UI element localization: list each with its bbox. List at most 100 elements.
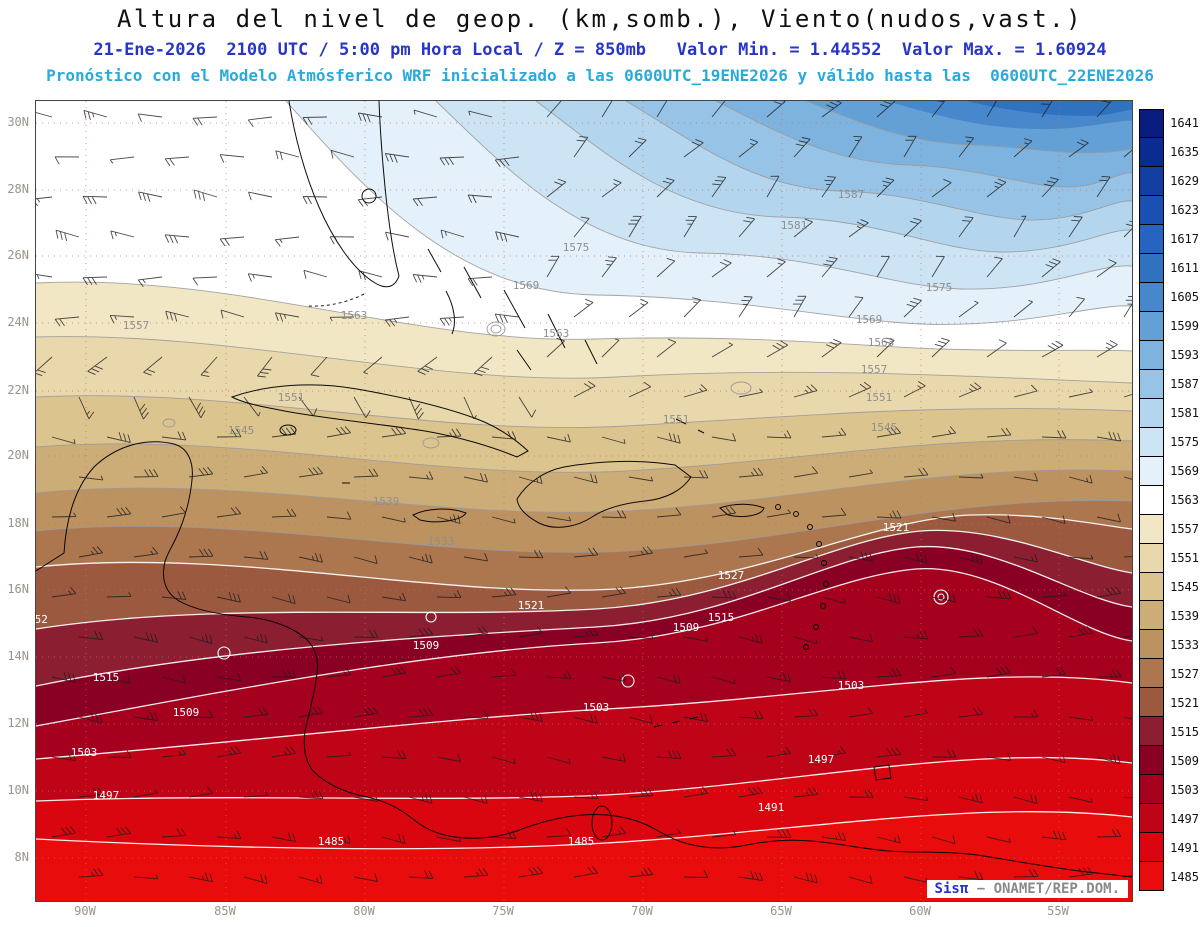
colorbar-row: 1605: [1139, 282, 1199, 312]
colorbar-swatch: [1139, 166, 1165, 196]
svg-text:1569: 1569: [856, 313, 883, 326]
colorbar-row: 1617: [1139, 224, 1199, 254]
colorbar-swatch: [1139, 109, 1165, 138]
lat-tick-label: 30N: [7, 115, 29, 129]
colorbar-label: 1617: [1170, 232, 1199, 247]
wind-barbs: [36, 101, 1132, 885]
colorbar-swatch: [1139, 804, 1165, 834]
contour-line-1599: [805, 101, 1132, 154]
colorbar-row: 1527: [1139, 659, 1199, 689]
colorbar-swatch: [1139, 659, 1165, 689]
lat-tick-label: 22N: [7, 383, 29, 397]
colorbar-swatch: [1139, 862, 1165, 892]
colorbar-row: 1503: [1139, 775, 1199, 805]
colorbar-swatch: [1139, 195, 1165, 225]
svg-text:1575: 1575: [563, 241, 590, 254]
lat-tick-label: 26N: [7, 248, 29, 262]
lon-tick-label: 75W: [492, 904, 514, 918]
contour-labels: 1557 1551 1563 1563 1569 1575 1581 1587 1569 1575…: [36, 188, 952, 848]
contour-line-1563: [36, 281, 1132, 352]
lat-tick-label: 20N: [7, 448, 29, 462]
contour-line-1569: [285, 101, 1132, 325]
contour-line-1575: [435, 101, 1132, 290]
colorbar-label: 1575: [1170, 435, 1199, 450]
colorbar-label: 1587: [1170, 377, 1199, 392]
svg-text:1515: 1515: [708, 611, 735, 624]
colorbar-row: 1599: [1139, 311, 1199, 341]
colorbar-label: 1635: [1170, 145, 1199, 160]
contour-line-1587: [625, 101, 1132, 221]
colorbar-row: 1593: [1139, 340, 1199, 370]
svg-text:1503: 1503: [583, 701, 610, 714]
coastline-jamaica: [412, 508, 467, 523]
coastline-cuba: [230, 384, 529, 458]
contour-line-1551: [36, 395, 1132, 428]
lat-tick-label: 14N: [7, 649, 29, 663]
colorbar-swatch: [1139, 253, 1165, 283]
lat-tick-label: 10N: [7, 783, 29, 797]
colorbar-swatch: [1139, 427, 1165, 457]
lon-tick-label: 60W: [909, 904, 931, 918]
lon-axis: 90W 85W 80W 75W 70W 65W 60W 55W: [35, 904, 1131, 922]
colorbar-row: 1533: [1139, 630, 1199, 660]
svg-text:1587: 1587: [838, 188, 865, 201]
svg-text:1563: 1563: [543, 327, 570, 340]
colorbar-label: 1641: [1170, 116, 1199, 131]
colorbar-swatch: [1139, 340, 1165, 370]
lon-tick-label: 70W: [631, 904, 653, 918]
svg-text:152: 152: [36, 613, 48, 626]
svg-text:1509: 1509: [413, 639, 440, 652]
colorbar-swatch: [1139, 456, 1165, 486]
svg-text:1521: 1521: [518, 599, 545, 612]
contour-line-1533: [36, 500, 1132, 553]
colorbar-label: 1593: [1170, 348, 1199, 363]
contour-line-1557: [36, 336, 1132, 384]
svg-text:1509: 1509: [673, 621, 700, 634]
svg-text:1485: 1485: [568, 835, 595, 848]
colorbar-label: 1557: [1170, 522, 1199, 537]
svg-text:1497: 1497: [808, 753, 835, 766]
colorbar-swatch: [1139, 630, 1165, 660]
svg-text:1533: 1533: [428, 535, 455, 548]
colorbar-swatch: [1139, 746, 1165, 776]
svg-text:1575: 1575: [926, 281, 953, 294]
coastline-puerto-rico: [719, 503, 765, 518]
colorbar-row: 1545: [1139, 572, 1199, 602]
colorbar-swatch: [1139, 311, 1165, 341]
coastline-bahamas: [342, 248, 705, 484]
map-canvas: 1557 1551 1563 1563 1569 1575 1581 1587 1569 1575…: [36, 101, 1132, 901]
colorbar-label: 1509: [1170, 753, 1199, 768]
colorbar-swatch: [1139, 688, 1165, 718]
coastline-hispaniola: [516, 460, 692, 528]
model-init-line: Pronóstico con el Modelo Atmósferico WRF…: [46, 66, 1154, 85]
watermark: Sisπ − ONAMET/REP.DOM.: [926, 880, 1128, 898]
svg-text:1503: 1503: [71, 746, 98, 759]
watermark-separator: −: [976, 881, 986, 897]
contour-line-1593: [715, 101, 1132, 188]
lesser-antilles: [775, 504, 829, 650]
colorbar-row: 1551: [1139, 543, 1199, 573]
colorbar-label: 1581: [1170, 406, 1199, 421]
colorbar-label: 1515: [1170, 724, 1199, 739]
svg-text:1557: 1557: [123, 319, 150, 332]
svg-text:1551: 1551: [663, 413, 690, 426]
lon-tick-label: 55W: [1047, 904, 1069, 918]
svg-text:1497: 1497: [93, 789, 120, 802]
colorbar-row: 1569: [1139, 456, 1199, 486]
contour-line-1521: [36, 529, 1132, 630]
colorbar-swatch: [1139, 398, 1165, 428]
lon-tick-label: 90W: [74, 904, 96, 918]
svg-text:1569: 1569: [513, 279, 540, 292]
colorbar-swatch: [1139, 601, 1165, 631]
colorbar-row: 1557: [1139, 514, 1199, 544]
svg-text:1485: 1485: [318, 835, 345, 848]
svg-text:1557: 1557: [861, 363, 888, 376]
map-area: 1557 1551 1563 1563 1569 1575 1581 1587 1569 1575…: [35, 100, 1133, 902]
lake-maracaibo: [591, 805, 613, 841]
lat-tick-label: 24N: [7, 315, 29, 329]
colorbar-swatch: [1139, 485, 1165, 515]
svg-text:1515: 1515: [93, 671, 120, 684]
colorbar-row: 1521: [1139, 688, 1199, 718]
contour-line-1503: [36, 676, 1132, 760]
